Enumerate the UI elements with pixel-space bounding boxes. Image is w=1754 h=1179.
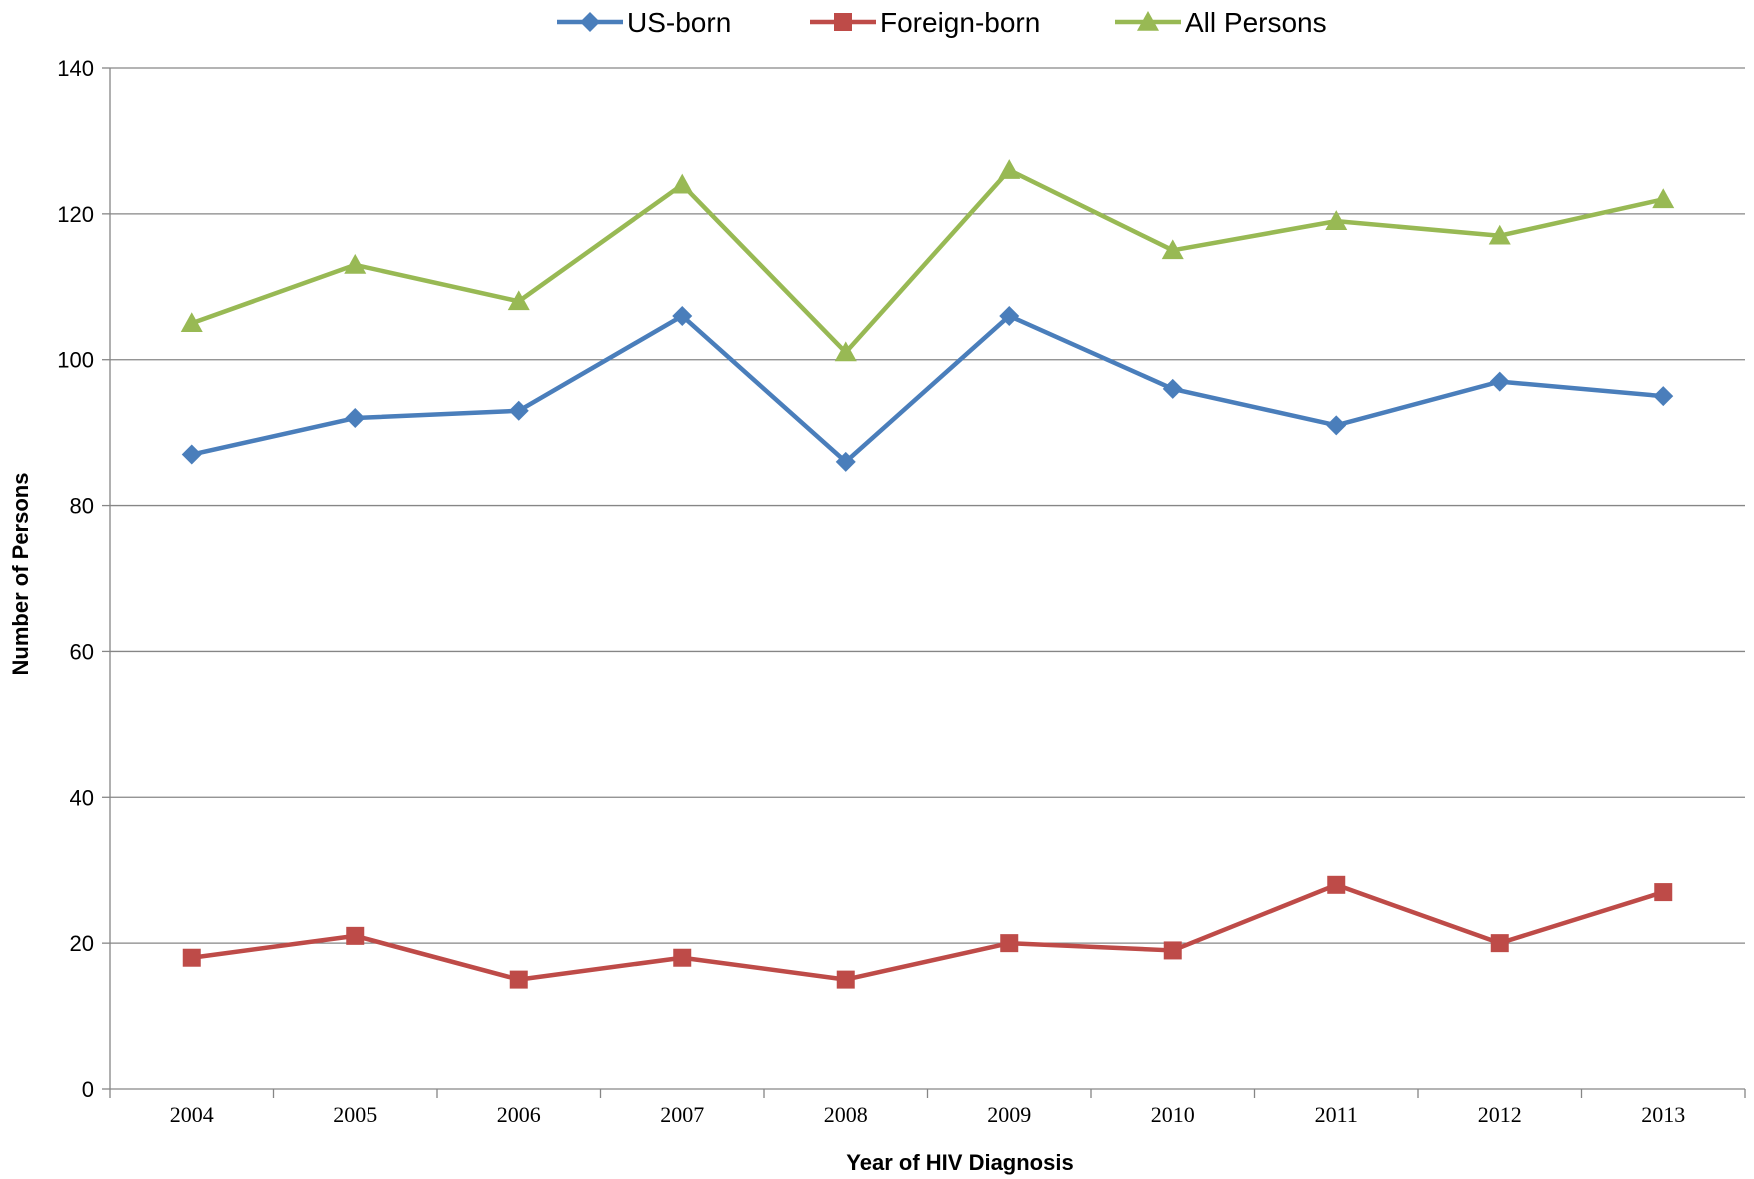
y-axis-ticks: 0 20 40 60 80 100 120 140	[57, 56, 110, 1102]
data-point-foreign-born	[346, 926, 365, 945]
y-tick-label: 80	[70, 494, 94, 519]
y-tick-label: 100	[57, 348, 94, 373]
series-line-foreign-born	[191, 882, 1664, 982]
data-point-all-persons	[344, 253, 367, 274]
data-point-us-born	[672, 305, 693, 326]
y-tick-label: 140	[57, 56, 94, 81]
data-point-all-persons	[180, 312, 203, 333]
series-foreign-born	[182, 875, 1673, 989]
data-point-all-persons	[1325, 210, 1348, 230]
series-all-persons	[180, 159, 1675, 362]
data-point-foreign-born	[1000, 934, 1019, 953]
x-axis-ticks: 2004 2005 2006 2007 2008 2009 2010 2011 2012 2013	[109, 1089, 1746, 1127]
data-point-all-persons	[998, 159, 1021, 179]
data-point-all-persons	[671, 173, 694, 194]
data-point-us-born	[1326, 415, 1347, 436]
legend-item-all-persons: All Persons	[1115, 7, 1327, 38]
y-tick-label: 60	[70, 639, 94, 664]
data-point-us-born	[1489, 371, 1510, 392]
data-point-all-persons	[1161, 239, 1184, 260]
data-point-us-born	[508, 400, 529, 421]
data-point-foreign-born	[1654, 883, 1673, 902]
series-group	[180, 159, 1675, 989]
x-tick-label: 2006	[497, 1102, 541, 1127]
data-point-foreign-born	[1163, 941, 1182, 960]
x-tick-label: 2009	[987, 1102, 1031, 1127]
legend-label: Foreign-born	[880, 7, 1040, 38]
data-point-all-persons	[1652, 188, 1675, 209]
x-tick-label: 2005	[333, 1102, 377, 1127]
x-tick-label: 2013	[1641, 1102, 1685, 1127]
data-point-foreign-born	[1490, 934, 1509, 953]
x-tick-label: 2008	[824, 1102, 868, 1127]
data-point-us-born	[345, 408, 366, 429]
legend-label: US-born	[627, 7, 731, 38]
legend-marker	[580, 12, 600, 32]
legend-marker	[1137, 11, 1159, 31]
y-tick-label: 0	[82, 1077, 94, 1102]
x-tick-label: 2007	[660, 1102, 704, 1127]
x-axis-title: Year of HIV Diagnosis	[846, 1150, 1073, 1175]
y-tick-label: 120	[57, 202, 94, 227]
y-tick-label: 20	[70, 931, 94, 956]
data-point-us-born	[999, 305, 1020, 326]
y-axis-title: Number of Persons	[8, 473, 33, 676]
data-point-all-persons	[1488, 224, 1511, 245]
legend-item-us-born: US-born	[557, 7, 731, 38]
data-point-us-born	[835, 451, 856, 472]
legend-label: All Persons	[1185, 7, 1327, 38]
data-point-us-born	[181, 444, 202, 465]
data-point-foreign-born	[836, 970, 855, 989]
data-point-foreign-born	[1327, 875, 1346, 894]
data-point-all-persons	[507, 290, 530, 311]
gridlines	[110, 67, 1745, 944]
y-tick-label: 40	[70, 785, 94, 810]
data-point-foreign-born	[182, 948, 201, 967]
x-tick-label: 2004	[170, 1102, 214, 1127]
data-point-all-persons	[834, 341, 857, 362]
legend-item-foreign-born: Foreign-born	[810, 7, 1040, 38]
data-point-foreign-born	[673, 948, 692, 967]
series-us-born	[181, 305, 1674, 472]
data-point-foreign-born	[509, 970, 528, 989]
data-point-us-born	[1162, 378, 1183, 399]
data-point-us-born	[1653, 386, 1674, 407]
series-line-all-persons	[190, 167, 1664, 355]
x-tick-label: 2011	[1315, 1102, 1358, 1127]
legend: US-born Foreign-born All Persons	[557, 7, 1327, 38]
legend-marker	[834, 13, 852, 31]
x-tick-label: 2012	[1478, 1102, 1522, 1127]
series-line-us-born	[191, 313, 1664, 465]
x-tick-label: 2010	[1151, 1102, 1195, 1127]
